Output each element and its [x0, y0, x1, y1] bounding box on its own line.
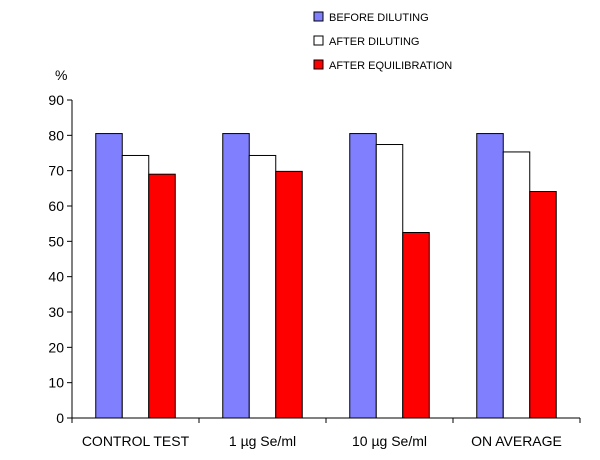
y-axis-unit-label: % — [55, 67, 67, 83]
y-tick-label: 90 — [48, 92, 64, 108]
x-category-label: CONTROL TEST — [82, 433, 190, 449]
x-category-label: ON AVERAGE — [471, 433, 562, 449]
y-tick-label: 50 — [48, 233, 64, 249]
bar-after-equilibration — [529, 191, 557, 419]
legend: BEFORE DILUTING AFTER DILUTING AFTER EQUIL… — [313, 11, 452, 72]
x-category-label: 10 µg Se/ml — [352, 433, 427, 449]
legend-swatch — [313, 35, 324, 46]
y-tick-label: 40 — [48, 269, 64, 285]
bar-before-diluting — [349, 133, 377, 419]
y-axis: 0 10 20 30 40 50 60 70 80 90 — [48, 92, 73, 426]
y-tick-label: 60 — [48, 198, 64, 214]
y-tick-label: 30 — [48, 304, 64, 320]
legend-swatch — [313, 59, 324, 70]
bar-before-diluting — [222, 133, 250, 419]
bar-after-diluting — [375, 144, 404, 419]
y-tick-label: 10 — [48, 375, 64, 391]
bar-after-diluting — [502, 151, 531, 419]
y-tick-label: 0 — [56, 410, 64, 426]
y-tick-label: 80 — [48, 127, 64, 143]
x-category-label: 1 µg Se/ml — [229, 433, 296, 449]
bar-after-equilibration — [402, 232, 430, 419]
bars — [95, 133, 557, 419]
bar-after-equilibration — [148, 173, 176, 419]
legend-swatch — [313, 11, 324, 22]
legend-label: AFTER DILUTING — [329, 36, 419, 48]
y-tick-label: 70 — [48, 163, 64, 179]
bar-after-diluting — [248, 154, 277, 419]
legend-label: AFTER EQUILIBRATION — [329, 60, 452, 72]
bar-before-diluting — [476, 133, 504, 419]
bar-before-diluting — [95, 133, 123, 419]
x-axis: CONTROL TEST 1 µg Se/ml 10 µg Se/ml ON AVER… — [71, 417, 581, 449]
bar-after-diluting — [121, 154, 150, 419]
legend-label: BEFORE DILUTING — [329, 12, 429, 24]
y-tick-label: 20 — [48, 339, 64, 355]
bar-after-equilibration — [275, 170, 303, 419]
